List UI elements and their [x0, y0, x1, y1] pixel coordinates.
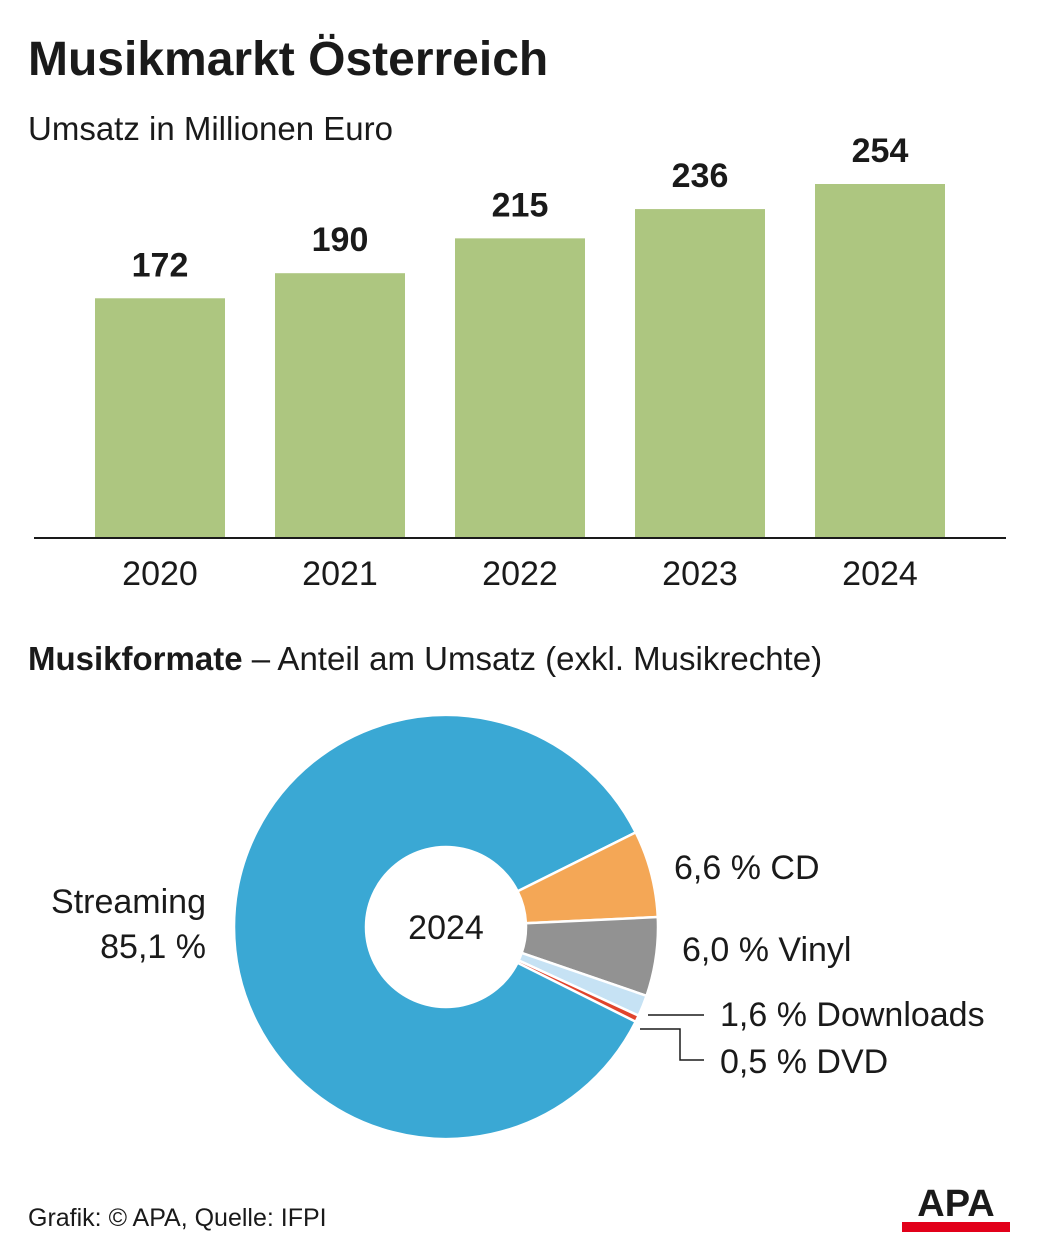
- source-credit: Grafik: © APA, Quelle: IFPI: [28, 1204, 327, 1232]
- leader-line-dvd: [640, 1028, 704, 1061]
- pie-section-title-bold: Musikformate: [28, 640, 243, 677]
- pie-slice-streaming: [232, 713, 638, 1141]
- slice-label-downloads: 1,6 % Downloads: [720, 996, 985, 1034]
- bar-value-label: 190: [312, 221, 369, 259]
- bar-chart: 172 2020 190 2021 215 2022 236 2023 254 2024: [34, 132, 1006, 593]
- logo-bar: [902, 1222, 1010, 1232]
- bar-value-label: 172: [132, 246, 189, 284]
- bar-2020: [95, 298, 225, 538]
- chart-subtitle: Umsatz in Millionen Euro: [28, 110, 393, 147]
- pie-section-title: Musikformate – Anteil am Umsatz (exkl. M…: [28, 640, 822, 678]
- slice-label-vinyl: 6,0 % Vinyl: [682, 931, 851, 969]
- bar-value-label: 215: [492, 186, 549, 224]
- pie-chart: 2024 Streaming 85,1 % 6,6 % CD 6,0 % Vinyl 1,…: [51, 713, 985, 1141]
- x-tick-label: 2024: [842, 555, 918, 593]
- chart-title: Musikmarkt Österreich: [28, 33, 549, 86]
- apa-logo: APA: [902, 1183, 1010, 1232]
- bar-2023: [635, 209, 765, 538]
- pie-slice-dvd: [515, 958, 641, 1024]
- slice-label-cd: 6,6 % CD: [674, 849, 820, 887]
- slice-label-dvd: 0,5 % DVD: [720, 1043, 888, 1081]
- bar-value-label: 236: [672, 157, 729, 195]
- x-tick-label: 2023: [662, 555, 738, 593]
- bar-2024: [815, 184, 945, 538]
- slice-label-streaming-name: Streaming: [51, 883, 206, 921]
- logo-text: APA: [917, 1183, 994, 1225]
- bar-2021: [275, 273, 405, 538]
- bar-2022: [455, 238, 585, 539]
- x-tick-label: 2022: [482, 555, 558, 593]
- bar-value-label: 254: [852, 132, 909, 170]
- x-tick-label: 2021: [302, 555, 378, 593]
- pie-section-title-rest: – Anteil am Umsatz (exkl. Musikrechte): [242, 640, 823, 677]
- slice-label-streaming-value: 85,1 %: [100, 928, 206, 966]
- donut-center-label: 2024: [408, 909, 484, 947]
- x-tick-label: 2020: [122, 555, 198, 593]
